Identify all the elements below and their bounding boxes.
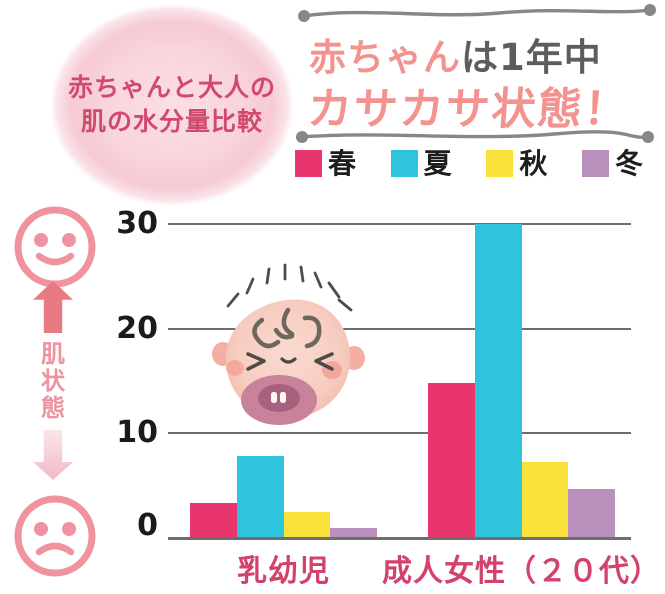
legend-swatch-icon xyxy=(295,150,322,177)
legend-label: 秋 xyxy=(519,147,548,180)
y-tick-label-20: 20 xyxy=(116,310,158,346)
chart-legend: 春夏秋冬 xyxy=(295,147,643,180)
stress-lines-icon xyxy=(226,263,353,312)
sad-face-icon xyxy=(14,495,96,577)
category-label-1: 成人女性（２０代） xyxy=(382,554,661,589)
x-axis-baseline xyxy=(168,537,631,540)
rule-end-dot xyxy=(644,4,656,16)
down-arrow-icon xyxy=(33,430,73,480)
y-tick-label-30: 30 xyxy=(116,206,158,241)
headline-top-rule xyxy=(298,4,656,22)
rule-end-dot xyxy=(298,10,310,22)
headline-highlight: 赤ちゃん xyxy=(309,36,461,79)
legend-item-2: 秋 xyxy=(486,147,548,180)
bar-夏-乳幼児 xyxy=(236,456,284,538)
legend-label: 冬 xyxy=(614,147,643,180)
bar-冬-成人女性（２０代） xyxy=(568,488,615,538)
y-tick-label-10: 10 xyxy=(116,415,158,451)
skin-condition-char: 態 xyxy=(41,394,65,422)
bar-夏-成人女性（２０代） xyxy=(474,224,522,538)
legend-swatch-icon xyxy=(390,150,418,177)
happy-face-icon xyxy=(14,206,96,288)
crying-baby-illustration xyxy=(212,263,365,425)
legend-item-3: 冬 xyxy=(581,147,643,180)
intro-bubble: 赤ちゃんと大人の 肌の水分量比較 xyxy=(50,4,294,206)
gridline-30 xyxy=(168,223,631,225)
skin-condition-label: 肌 状 態 xyxy=(33,341,73,422)
headline-line-1: 赤ちゃんは1年中 xyxy=(309,27,659,81)
bar-春-乳幼児 xyxy=(190,503,237,538)
gridline-10 xyxy=(168,432,631,435)
gridline-20 xyxy=(168,327,631,330)
legend-item-0: 春 xyxy=(295,147,357,180)
bar-冬-乳幼児 xyxy=(330,527,377,538)
category-label-0: 乳幼児 xyxy=(237,554,330,589)
rule-end-dot xyxy=(642,131,654,143)
rule-end-dot xyxy=(296,131,308,143)
headline-bottom-rule xyxy=(296,130,654,143)
legend-label: 夏 xyxy=(423,147,452,180)
bubble-line-1: 赤ちゃんと大人の xyxy=(67,73,276,102)
legend-label: 春 xyxy=(328,147,357,180)
bar-春-成人女性（２０代） xyxy=(428,383,475,538)
bar-秋-乳幼児 xyxy=(283,511,331,538)
skin-condition-char: 肌 xyxy=(41,340,65,368)
legend-item-1: 夏 xyxy=(390,147,452,180)
bar-秋-成人女性（２０代） xyxy=(521,461,569,538)
y-tick-label-0: 0 xyxy=(137,508,158,543)
legend-swatch-icon xyxy=(581,150,609,177)
skin-condition-char: 状 xyxy=(41,367,65,395)
bubble-line-2: 肌の水分量比較 xyxy=(80,107,263,136)
legend-swatch-icon xyxy=(486,150,514,177)
headline-rest: は1年中 xyxy=(461,36,602,79)
